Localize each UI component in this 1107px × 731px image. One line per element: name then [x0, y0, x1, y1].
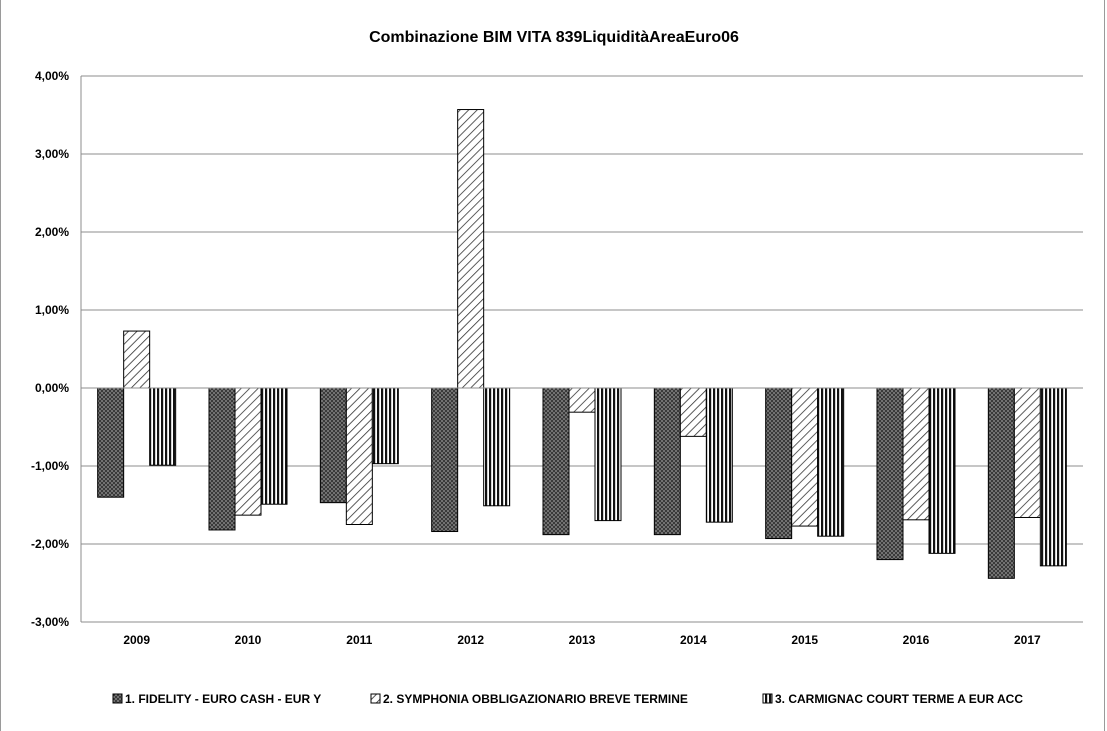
legend-item-1: 1. FIDELITY - EURO CASH - EUR Y	[112, 692, 321, 706]
x-tick-label: 2015	[791, 633, 818, 647]
bar-2015-series-3	[817, 387, 845, 537]
bar-2017-series-3	[1039, 387, 1067, 567]
y-tick-label: 0,00%	[35, 381, 69, 395]
legend: 1. FIDELITY - EURO CASH - EUR Y 2. SYMPHO…	[112, 692, 1023, 706]
legend-swatch	[762, 693, 773, 704]
legend-swatch	[112, 693, 123, 704]
x-tick-label: 2013	[569, 633, 596, 647]
bar-2013-series-1	[542, 387, 570, 536]
legend-item-3: 3. CARMIGNAC COURT TERME A EUR ACC	[762, 692, 1023, 706]
legend-label: 2. SYMPHONIA OBBLIGAZIONARIO BREVE TERMI…	[383, 692, 688, 706]
x-tick-label: 2009	[123, 633, 150, 647]
bar-2009-series-3	[149, 387, 177, 466]
legend-swatch	[370, 693, 381, 704]
x-tick-label: 2017	[1014, 633, 1041, 647]
bar-2013-series-3	[594, 387, 622, 522]
bar-2016-series-3	[928, 387, 956, 554]
bar-2012-series-3	[483, 387, 511, 507]
bar-2014-series-2	[679, 387, 707, 437]
legend-label: 1. FIDELITY - EURO CASH - EUR Y	[125, 692, 321, 706]
bar-2011-series-2	[345, 387, 373, 525]
axis-layer: 4,00% 3,00% 2,00% 1,00% 0,00% -1,00% -2,00% -3,…	[31, 69, 1083, 647]
bar-2017-series-1	[987, 387, 1015, 579]
chart-title: Combinazione BIM VITA 839LiquiditàAreaEu…	[369, 29, 739, 46]
bar-2016-series-1	[876, 387, 904, 561]
x-tick-label: 2016	[903, 633, 930, 647]
legend-item-2: 2. SYMPHONIA OBBLIGAZIONARIO BREVE TERMI…	[370, 692, 688, 706]
y-tick-label: 3,00%	[35, 147, 69, 161]
bar-2015-series-1	[765, 387, 793, 540]
y-tick-label: 4,00%	[35, 69, 69, 83]
bar-2011-series-1	[319, 387, 347, 504]
bar-2015-series-2	[791, 387, 819, 527]
bars-layer	[97, 109, 1067, 579]
bar-2010-series-3	[260, 387, 288, 505]
bar-2009-series-1	[97, 387, 125, 498]
y-tick-label: 2,00%	[35, 225, 69, 239]
bar-2010-series-2	[234, 387, 262, 516]
legend-label: 3. CARMIGNAC COURT TERME A EUR ACC	[775, 692, 1023, 706]
bar-2010-series-1	[208, 387, 236, 531]
bar-2009-series-2	[123, 330, 151, 389]
y-tick-label: -3,00%	[31, 615, 69, 629]
x-tick-label: 2010	[235, 633, 262, 647]
bar-2014-series-1	[653, 387, 681, 536]
bar-2012-series-1	[431, 387, 459, 533]
bar-2017-series-2	[1013, 387, 1041, 518]
bar-2012-series-2	[457, 109, 485, 389]
bar-2011-series-3	[371, 387, 399, 465]
bar-2016-series-2	[902, 387, 930, 521]
x-tick-label: 2014	[680, 633, 707, 647]
bar-2013-series-2	[568, 387, 596, 413]
x-tick-label: 2011	[346, 633, 372, 647]
y-tick-label: 1,00%	[35, 303, 69, 317]
bar-2014-series-3	[705, 387, 733, 523]
x-tick-label: 2012	[457, 633, 484, 647]
y-tick-label: -2,00%	[31, 537, 69, 551]
y-tick-label: -1,00%	[31, 459, 69, 473]
